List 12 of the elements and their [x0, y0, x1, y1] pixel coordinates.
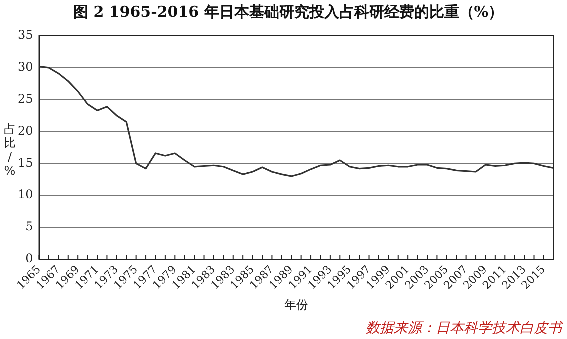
y-tick-label: 10 — [18, 188, 34, 202]
y-tick-label: 15 — [18, 156, 34, 170]
y-tick-label: 35 — [18, 28, 34, 42]
x-axis-title: 年份 — [284, 298, 308, 312]
y-tick-label: 0 — [26, 252, 34, 266]
y-tick-label: 25 — [18, 92, 34, 106]
chart-title: 图 2 1965-2016 年日本基础研究投入占科研经费的比重（%） — [73, 2, 504, 21]
y-axis-title: 占比/% — [3, 122, 17, 178]
source-note: 数据来源：日本科学技术白皮书 — [366, 320, 564, 337]
y-tick-label: 30 — [18, 60, 34, 74]
y-tick-label: 5 — [26, 220, 34, 234]
y-tick-label: 20 — [18, 124, 34, 138]
